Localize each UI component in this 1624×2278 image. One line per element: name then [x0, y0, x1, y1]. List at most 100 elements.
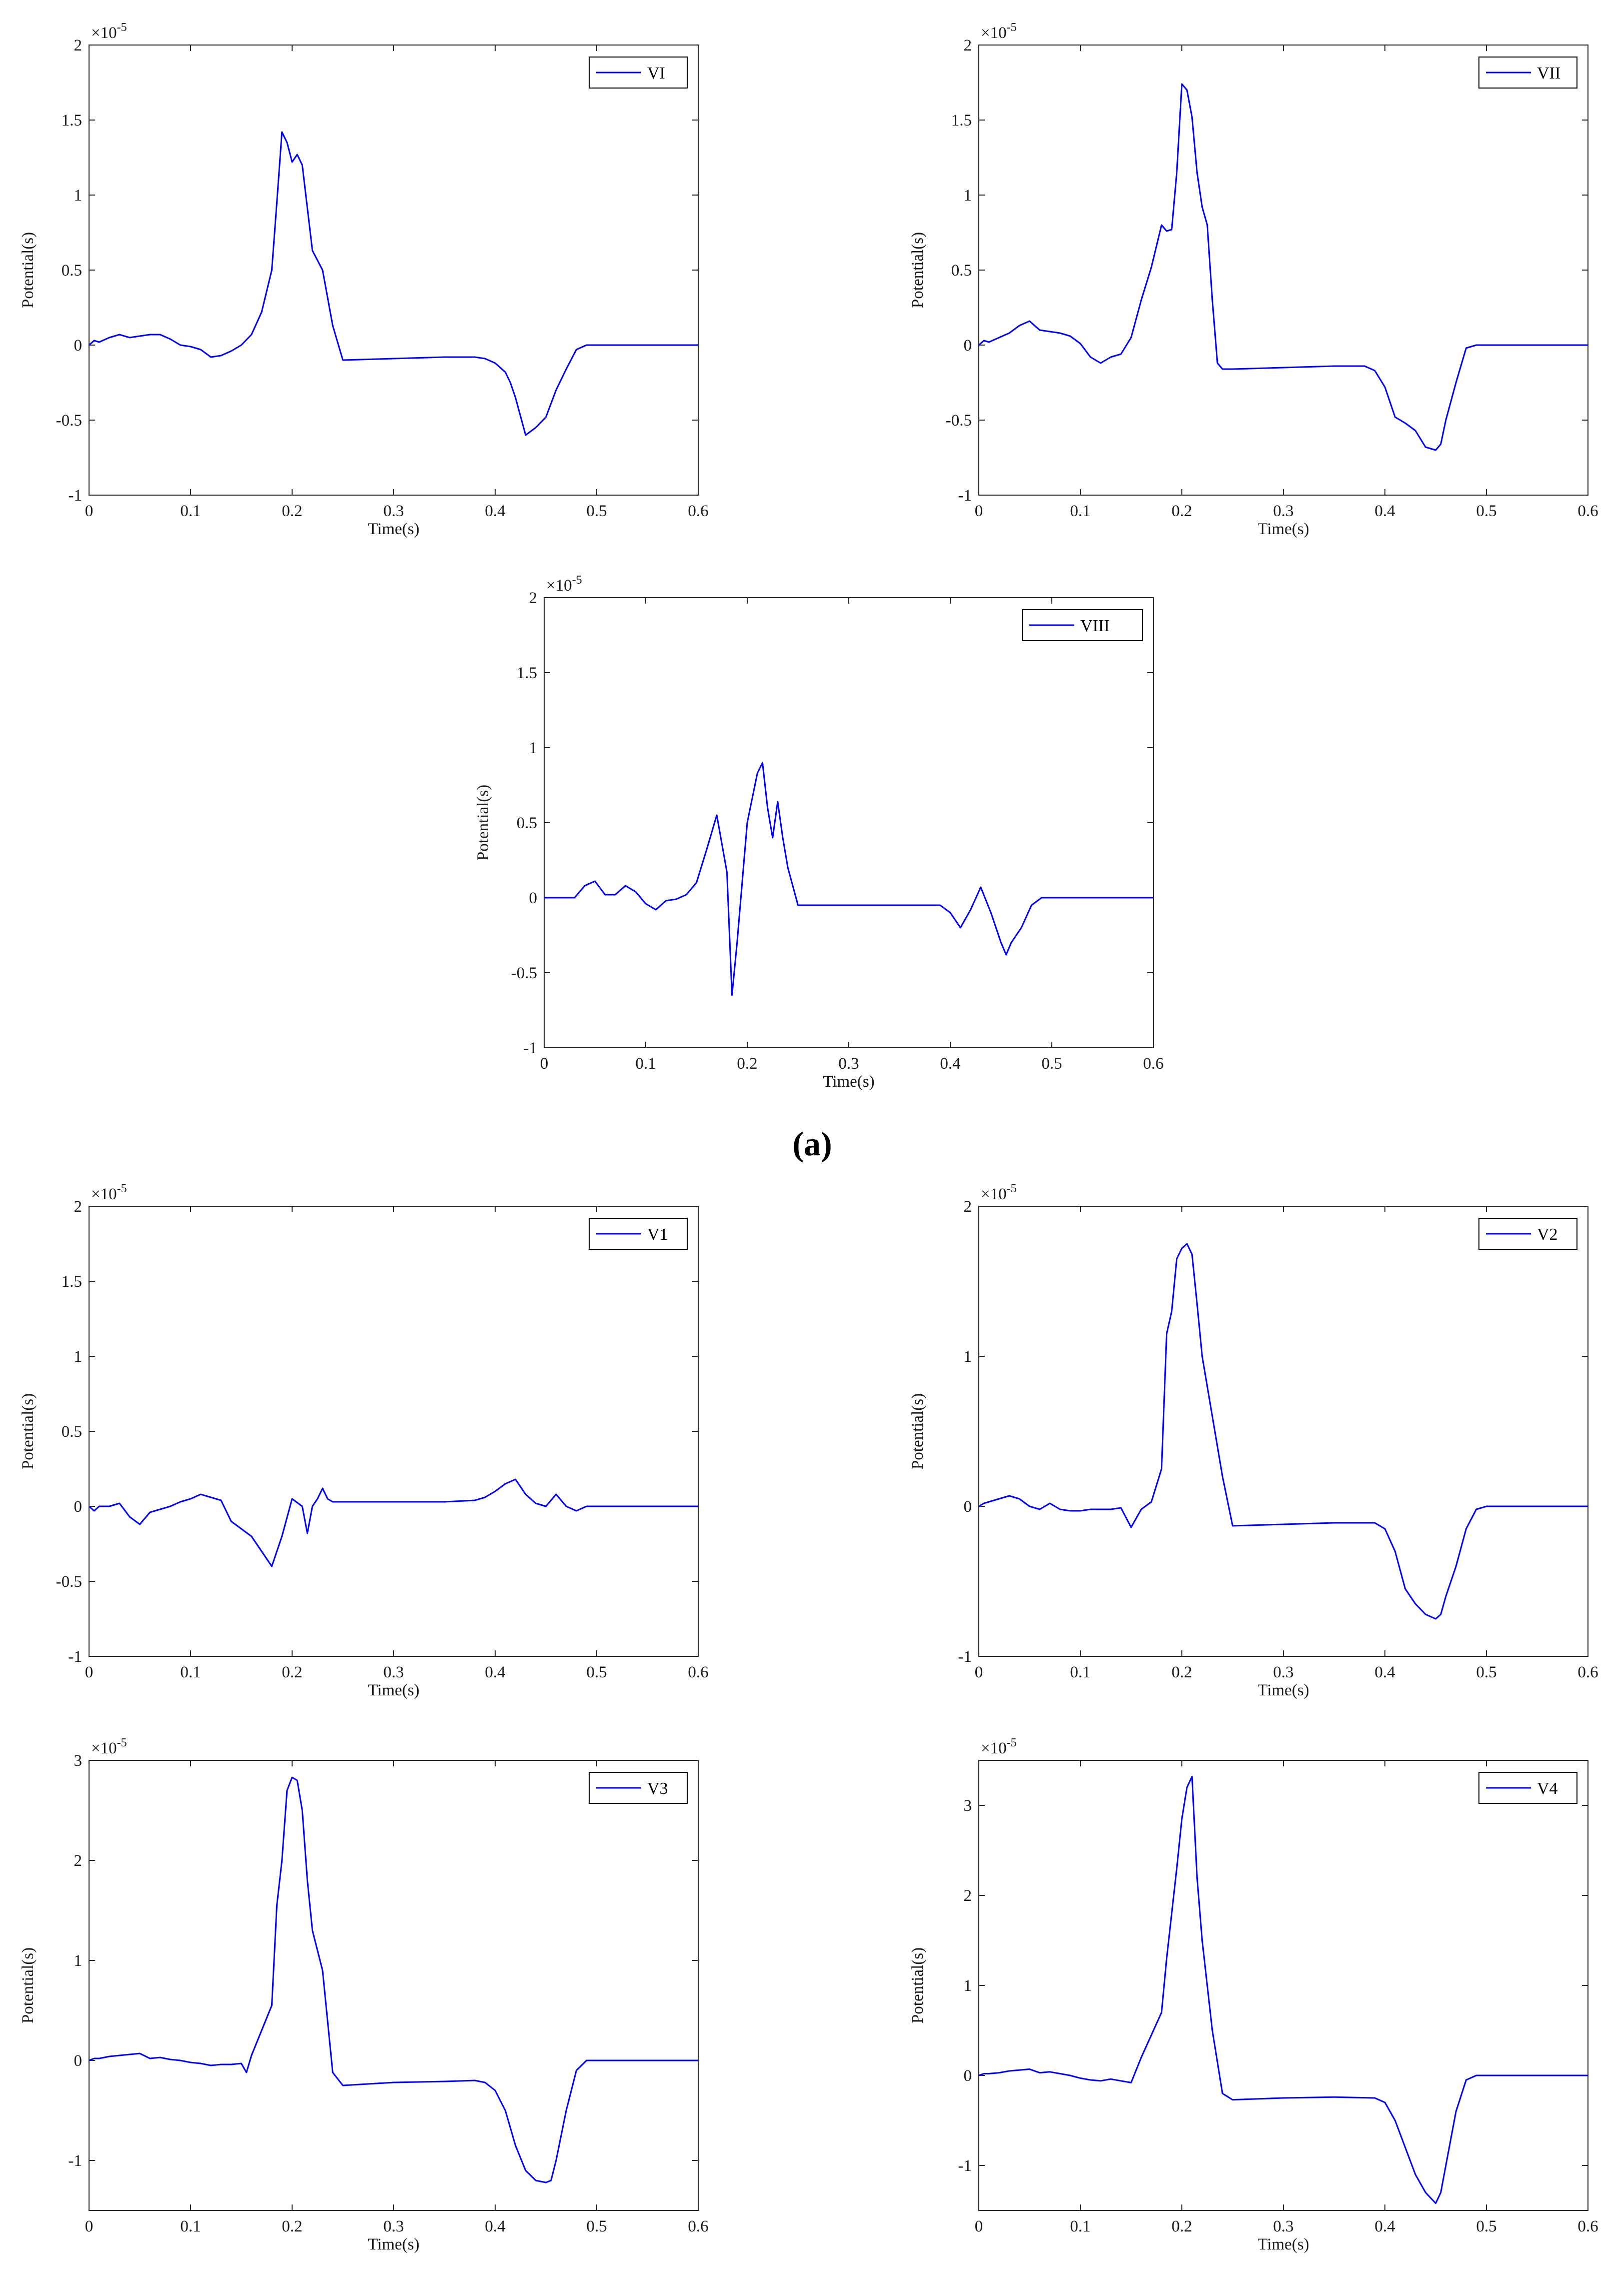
- chart-2-y-tick-label: -1: [958, 487, 972, 505]
- chart-3-y-tick-label: 0: [529, 889, 538, 907]
- chart-1-x-tick-label: 0.3: [383, 502, 404, 520]
- chart-1-x-tick-label: 0.6: [688, 502, 708, 520]
- chart-3-y-tick-label: 0.5: [517, 814, 537, 832]
- chart-3-legend-label: VIII: [1080, 617, 1110, 635]
- chart-3-x-tick-label: 0.6: [1143, 1055, 1163, 1073]
- chart-1-exponent-label: ×10-5: [91, 21, 127, 42]
- chart-7-x-tick-label: 0.1: [1070, 2217, 1090, 2235]
- chart-6: 0 0.1 0.2 0.3 0.4 0.5 0.6 -1 0 1 2 3 ×10-5 Time(s) Pot…: [19, 1736, 709, 2253]
- chart-2-x-axis-label: Time(s): [1257, 520, 1309, 538]
- chart-5-y-tick-label: -1: [958, 1648, 972, 1666]
- chart-7-y-tick-label: 2: [964, 1887, 972, 1905]
- chart-5: 0 0.1 0.2 0.3 0.4 0.5 0.6-1012×10-5Time(s)Pote…: [909, 1182, 1598, 1699]
- chart-7: 0 0.1 0.2 0.3 0.4 0.5 0.6 -1 0 1 2 3 ×10-5 Time(s) Pot…: [909, 1736, 1598, 2253]
- chart-1-legend-label: VI: [647, 64, 665, 83]
- chart-6-exponent-label: ×10-5: [91, 1736, 127, 1757]
- chart-7-y-tick-label: 3: [964, 1797, 972, 1815]
- chart-1-y-tick-label: 0: [74, 337, 83, 355]
- chart-5-x-tick-label: 0.1: [1070, 1663, 1090, 1681]
- chart-1-x-tick-label: 0.1: [180, 502, 201, 520]
- chart-7-y-axis-label: Potential(s): [909, 1947, 927, 2023]
- chart-2-x-tick-label: 0.2: [1171, 502, 1192, 520]
- chart-1-x-tick-label: 0.5: [586, 502, 607, 520]
- chart-5-series-line: [978, 1243, 1588, 1620]
- chart-4: 0 0.1 0.2 0.3 0.4 0.5 0.6 -1 -0.5 0 0.5 1 1.5 2 ×10-5 T…: [19, 1182, 709, 1699]
- chart-6-y-tick-label: 1: [74, 1952, 83, 1970]
- chart-3-y-tick-label: -0.5: [511, 964, 537, 982]
- chart-2-y-tick-label: 0.5: [951, 262, 972, 280]
- chart-6-series-line: [89, 1776, 698, 2183]
- chart-5-y-tick-label: 0: [964, 1498, 972, 1516]
- chart-5-x-tick-label: 0.2: [1171, 1663, 1192, 1681]
- chart-4-x-tick-label: 0.3: [383, 1663, 404, 1681]
- chart-1-x-tick-label: 0.2: [282, 502, 302, 520]
- chart-2-legend: VII: [1478, 57, 1577, 89]
- chart-6-x-tick-label: 0: [85, 2217, 94, 2235]
- chart-7-x-tick-label: 0.2: [1171, 2217, 1192, 2235]
- chart-5-x-tick-label: 0.5: [1476, 1663, 1496, 1681]
- chart-6-legend: V3: [589, 1772, 688, 1804]
- chart-2-x-tick-label: 0.5: [1476, 502, 1496, 520]
- chart-4-x-tick-label: 0.6: [688, 1663, 708, 1681]
- chart-4-x-tick-label: 0.4: [485, 1663, 505, 1681]
- chart-2-series-line: [978, 83, 1588, 451]
- chart-4-exponent-label: ×10-5: [91, 1182, 127, 1203]
- chart-2-y-tick-label: 2: [964, 37, 972, 55]
- chart-5-x-axis-label: Time(s): [1257, 1681, 1309, 1699]
- chart-6-y-tick-label: 0: [74, 2052, 83, 2070]
- chart-3-y-tick-label: 1: [529, 739, 538, 757]
- chart-1-y-tick-label: 1.5: [62, 112, 82, 130]
- chart-5-y-tick-label: 2: [964, 1198, 972, 1216]
- chart-7-x-tick-label: 0: [975, 2217, 983, 2235]
- chart-3-x-axis-label: Time(s): [823, 1073, 874, 1091]
- chart-3-y-tick-label: 2: [529, 589, 538, 607]
- chart-2-x-tick-label: 0: [975, 502, 983, 520]
- chart-6-x-tick-label: 0.2: [282, 2217, 302, 2235]
- chart-7-y-tick-label: -1: [958, 2157, 972, 2175]
- chart-4-x-tick-label: 0.5: [586, 1663, 607, 1681]
- chart-7-legend-label: V4: [1537, 1779, 1558, 1798]
- chart-5-x-tick-label: 0: [975, 1663, 983, 1681]
- chart-3-legend: VIII: [1022, 609, 1143, 641]
- chart-2-x-tick-label: 0.6: [1577, 502, 1598, 520]
- chart-5-exponent-label: ×10-5: [981, 1182, 1017, 1203]
- chart-5-legend: V2: [1478, 1218, 1577, 1250]
- chart-6-y-tick-label: -1: [69, 2152, 83, 2170]
- chart-7-x-tick-label: 0.4: [1374, 2217, 1395, 2235]
- chart-7-y-tick-label: 0: [964, 2067, 972, 2085]
- chart-7-y-tick-label: 1: [964, 1977, 972, 1995]
- chart-6-y-tick-label: 2: [74, 1852, 83, 1870]
- chart-5-y-axis-label: Potential(s): [909, 1393, 927, 1469]
- chart-7-x-tick-label: 0.3: [1273, 2217, 1293, 2235]
- chart-1-y-tick-label: 0.5: [62, 262, 82, 280]
- chart-1-x-tick-label: 0.4: [485, 502, 505, 520]
- chart-4-x-tick-label: 0.1: [180, 1663, 201, 1681]
- chart-6-y-tick-label: 3: [74, 1752, 83, 1770]
- chart-1-legend: VI: [589, 57, 688, 89]
- chart-1-x-tick-label: 0: [85, 502, 94, 520]
- chart-1-y-tick-label: -0.5: [56, 412, 82, 430]
- chart-3-exponent-label: ×10-5: [546, 574, 582, 595]
- chart-3-y-axis-label: Potential(s): [474, 785, 492, 861]
- chart-3-series-line: [544, 762, 1153, 996]
- chart-2: 0 0.1 0.2 0.3 0.4 0.5 0.6 -1 -0.5 0 0.5 1 1.5 2 ×10-5 T…: [909, 21, 1598, 538]
- chart-2-x-tick-label: 0.4: [1374, 502, 1395, 520]
- chart-3-x-tick-label: 0.4: [940, 1055, 960, 1073]
- chart-7-x-axis-label: Time(s): [1257, 2235, 1309, 2253]
- chart-4-y-tick-label: -1: [69, 1648, 83, 1666]
- chart-4-y-tick-label: 1: [74, 1348, 83, 1366]
- chart-6-x-axis-label: Time(s): [368, 2235, 419, 2253]
- chart-3-y-tick-label: 1.5: [517, 664, 537, 682]
- chart-3-x-tick-label: 0.3: [838, 1055, 859, 1073]
- chart-5-y-tick-label: 1: [964, 1348, 972, 1366]
- chart-1-y-tick-label: 2: [74, 37, 83, 55]
- chart-2-legend-label: VII: [1537, 64, 1560, 83]
- chart-4-series-line: [89, 1478, 698, 1567]
- chart-1-x-axis-label: Time(s): [368, 520, 419, 538]
- chart-6-x-tick-label: 0.4: [485, 2217, 505, 2235]
- chart-4-x-tick-label: 0: [85, 1663, 94, 1681]
- chart-4-legend: V1: [589, 1218, 688, 1250]
- chart-6-x-tick-label: 0.3: [383, 2217, 404, 2235]
- chart-2-exponent-label: ×10-5: [981, 21, 1017, 42]
